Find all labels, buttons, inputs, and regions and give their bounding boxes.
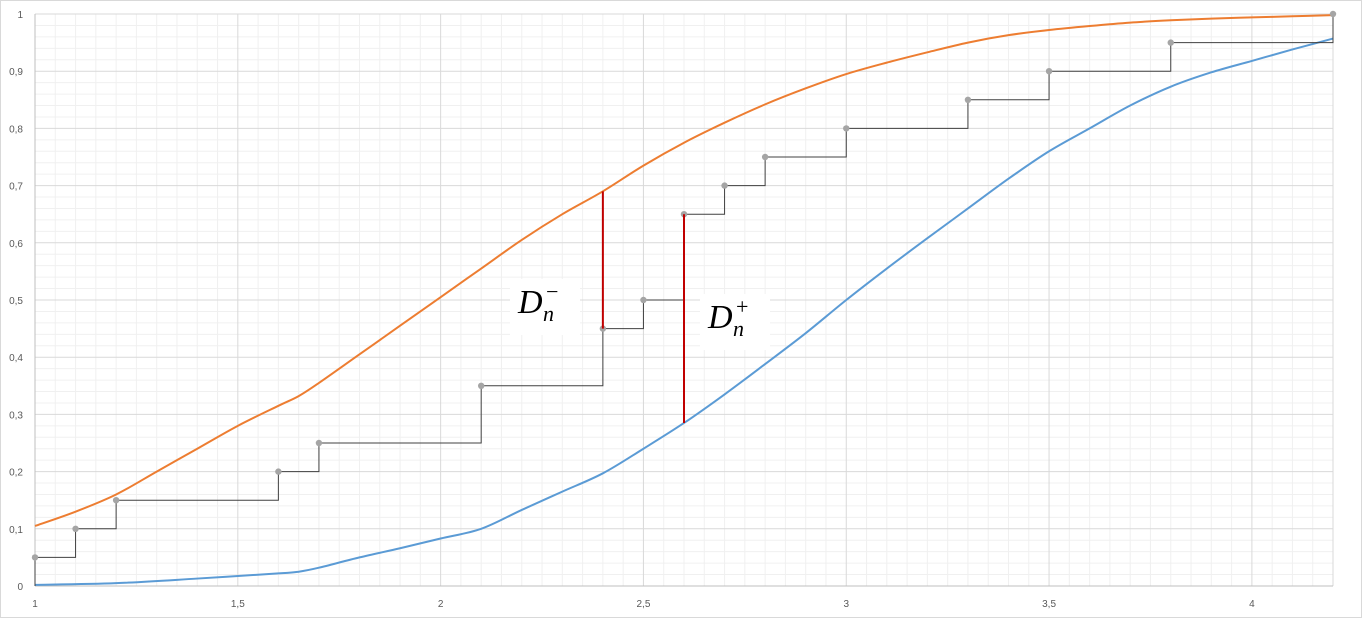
- y-tick-label: 0,2: [9, 468, 23, 479]
- empirical-cdf-point: [721, 182, 728, 189]
- empirical-cdf-point: [640, 296, 647, 304]
- y-tick-label: 0,3: [9, 410, 23, 421]
- x-tick-label: 1: [32, 599, 38, 610]
- y-tick-label: 0,8: [9, 124, 23, 135]
- y-tick-label: 0,6: [9, 239, 23, 250]
- x-tick-label: 3: [843, 599, 849, 610]
- x-tick-label: 4: [1249, 599, 1255, 610]
- empirical-cdf-point: [112, 497, 120, 504]
- D_n_plus-label-bg: [700, 294, 770, 350]
- empirical-cdf-point: [477, 382, 485, 389]
- y-tick-label: 1: [17, 10, 23, 21]
- empirical-cdf-point: [761, 153, 769, 161]
- empirical-cdf-point: [1329, 10, 1337, 18]
- D_n_plus-label: D+ n: [707, 294, 749, 341]
- empirical-cdf-step-line: [34, 14, 1334, 586]
- empirical-cdf-point: [31, 554, 39, 561]
- x-tick-label: 1,5: [231, 599, 245, 610]
- x-tick-label: 2: [438, 599, 444, 610]
- empirical-cdf-point: [843, 125, 850, 132]
- y-tick-label: 0,4: [9, 353, 23, 364]
- y-tick-label: 0,1: [9, 525, 23, 536]
- y-tick-label: 0: [17, 582, 23, 593]
- empirical-cdf-point: [275, 468, 282, 475]
- x-tick-label: 3,5: [1042, 599, 1056, 610]
- empirical-cdf-point: [72, 525, 79, 532]
- empirical-cdf-point: [1167, 39, 1174, 46]
- y-tick-label: 0,5: [9, 296, 23, 307]
- upper-band-curve: [34, 14, 1334, 527]
- x-tick-label: 2,5: [636, 599, 650, 610]
- lower-band-curve: [34, 37, 1334, 586]
- empirical-cdf-point: [1045, 68, 1053, 75]
- D_n_minus-label: D− n: [517, 279, 559, 326]
- empirical-cdf-point: [964, 96, 972, 104]
- empirical-cdf-point: [315, 439, 323, 447]
- D_n_minus-label-bg: [510, 279, 580, 335]
- y-tick-label: 0,7: [9, 182, 23, 193]
- y-tick-label: 0,9: [9, 67, 23, 78]
